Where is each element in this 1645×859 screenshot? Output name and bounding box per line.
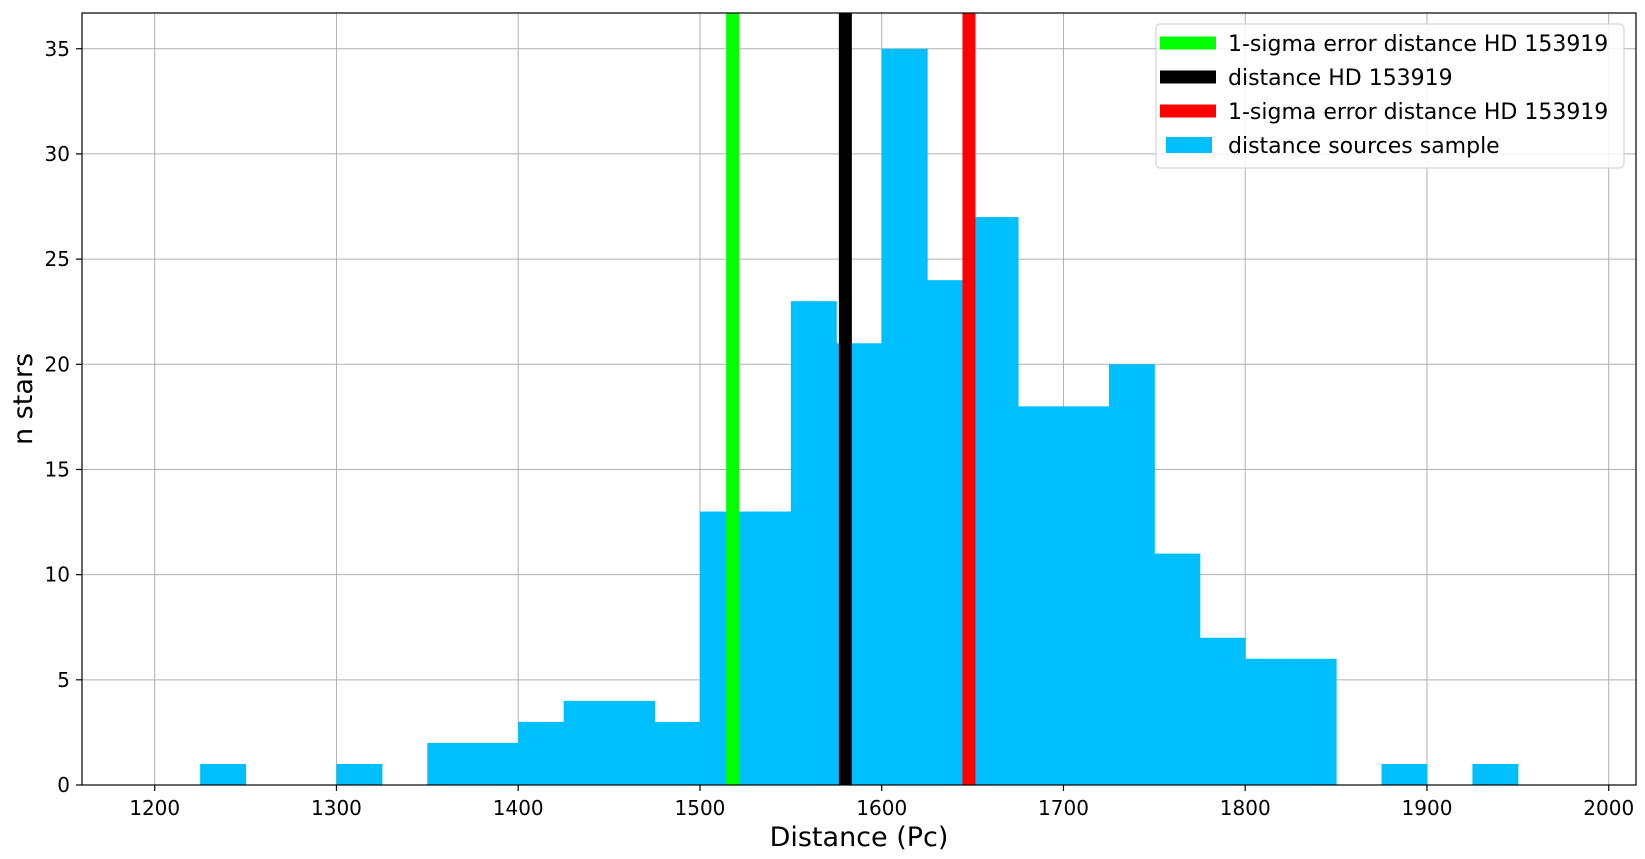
histogram-bar	[1108, 364, 1155, 785]
axis-ticks: 1200 1300 1400 1500 1600 1700 1800 1900 2000 0 5 10…	[45, 37, 1635, 820]
y-tick-label: 10	[45, 563, 70, 587]
y-tick-label: 20	[45, 352, 70, 376]
histogram-bar	[1154, 553, 1201, 785]
x-tick-label: 1400	[493, 796, 544, 820]
x-tick-label: 1800	[1220, 796, 1271, 820]
x-tick-label: 1700	[1038, 796, 1089, 820]
x-tick-label: 1500	[675, 796, 726, 820]
y-tick-label: 25	[45, 247, 70, 271]
legend-label: distance HD 153919	[1228, 66, 1453, 91]
histogram-bar	[881, 48, 928, 786]
x-tick-label: 1200	[129, 796, 180, 820]
legend: 1-sigma error distance HD 153919 distance…	[1155, 23, 1625, 169]
x-axis-label: Distance (Pc)	[770, 822, 949, 853]
histogram-bar	[972, 217, 1019, 786]
histogram-bar	[563, 700, 610, 785]
legend-label: 1-sigma error distance HD 153919	[1228, 100, 1608, 125]
histogram-bar	[518, 721, 565, 785]
y-tick-label: 15	[45, 457, 70, 481]
legend-swatch	[1166, 137, 1212, 153]
histogram-bar	[336, 763, 383, 785]
histogram-bar	[1199, 637, 1246, 785]
vertical-lines	[726, 13, 976, 785]
histogram-bar	[654, 721, 701, 785]
histogram-bar	[427, 742, 474, 785]
legend-label: distance sources sample	[1228, 134, 1500, 159]
histogram-bar	[1018, 406, 1064, 785]
legend-label: 1-sigma error distance HD 153919	[1228, 32, 1608, 57]
histogram-bar	[200, 763, 247, 785]
histogram-bar	[1290, 658, 1337, 785]
histogram-bar	[1245, 658, 1292, 785]
histogram-bar	[609, 700, 656, 785]
histogram-bar	[745, 511, 792, 785]
x-tick-label: 1900	[1402, 796, 1453, 820]
x-tick-label: 1600	[856, 796, 907, 820]
legend-box	[1155, 23, 1625, 169]
x-tick-label: 2000	[1583, 796, 1634, 820]
histogram-bar	[1381, 763, 1428, 785]
histogram-bar	[790, 301, 837, 785]
x-tick-label: 1300	[311, 796, 362, 820]
y-tick-label: 35	[45, 37, 70, 61]
plot-frame	[81, 12, 1637, 786]
y-tick-label: 5	[57, 668, 70, 692]
histogram-bar	[472, 742, 519, 785]
y-tick-label: 0	[57, 773, 70, 797]
histogram-bar	[1472, 763, 1519, 785]
y-tick-label: 30	[45, 142, 70, 166]
y-axis-label: n stars	[8, 353, 39, 445]
histogram-bar	[1063, 406, 1110, 785]
